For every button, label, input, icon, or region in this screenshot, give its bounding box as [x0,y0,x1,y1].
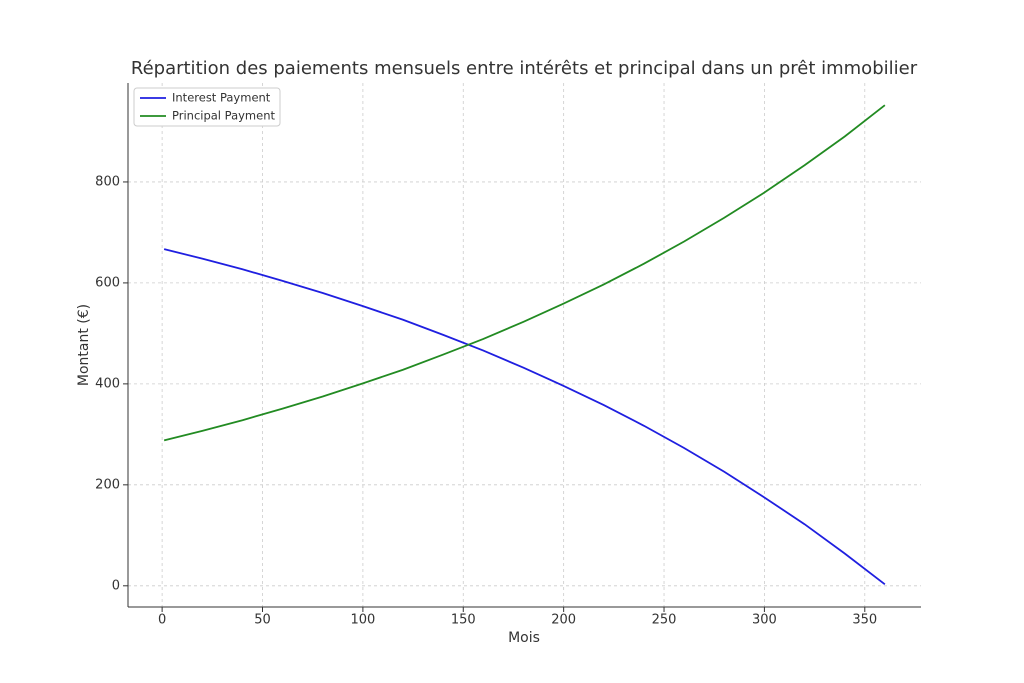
y-tick-label: 200 [95,477,120,492]
legend-label: Interest Payment [172,91,271,105]
x-tick-label: 300 [752,613,777,628]
y-axis-label: Montant (€) [76,304,92,386]
line-series [163,104,886,442]
legend-label: Principal Payment [172,109,275,123]
x-tick-label: 150 [451,613,476,628]
x-tick-label: 200 [551,613,576,628]
x-tick-label: 350 [852,613,877,628]
x-tick-label: 0 [158,613,166,628]
y-tick-label: 0 [112,578,120,593]
x-tick-label: 50 [254,613,271,628]
y-tick-label: 400 [95,376,120,391]
x-tick-label: 100 [350,613,375,628]
x-tick-label: 250 [652,613,677,628]
legend-box [133,87,281,127]
line-series [163,248,886,585]
y-tick-label: 800 [95,174,120,189]
x-axis-label: Mois [508,630,540,646]
y-tick-label: 600 [95,275,120,290]
chart-title: Répartition des paiements mensuels entre… [131,58,918,79]
